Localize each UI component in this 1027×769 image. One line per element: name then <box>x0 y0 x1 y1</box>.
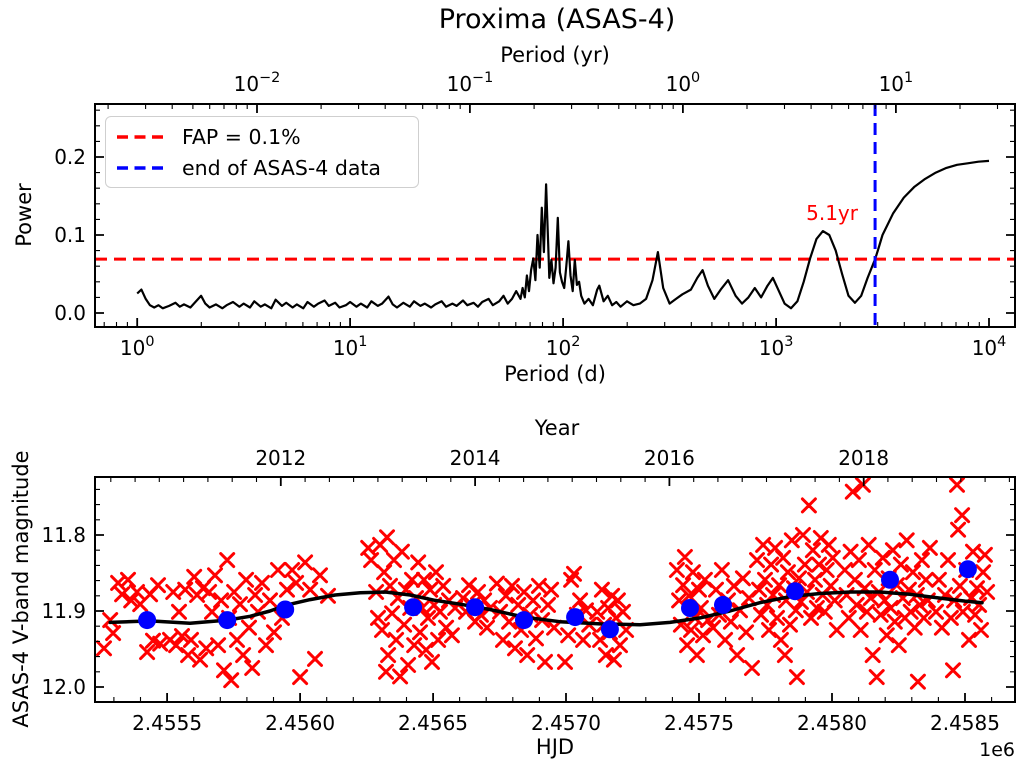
bottom-panel-x-minor-ticks <box>113 697 993 702</box>
binned-mean-point <box>276 600 295 619</box>
top-panel-x-tick-label: 104 <box>972 334 1007 360</box>
lightcurve-frame <box>94 476 1016 703</box>
top-panel-topaxis-tick-label: 100 <box>666 70 701 96</box>
bottom-panel-year-minor-ticks <box>110 477 1010 482</box>
legend-entry-end-of-data: end of ASAS-4 data <box>116 152 408 183</box>
top-panel-x-tick-label-exp: 2 <box>571 334 580 350</box>
bottom-panel-year-tick-label: 2018 <box>838 446 889 470</box>
top-panel-topaxis-tick-label-exp: −2 <box>259 70 280 86</box>
legend-entry-fap: FAP = 0.1% <box>116 121 408 152</box>
legend-dash-sample-red <box>117 134 165 139</box>
bottom-panel-y-minor-ticks-right <box>1010 488 1015 673</box>
binned-mean-point <box>786 582 804 601</box>
periodogram-curve <box>136 159 990 310</box>
top-panel-x-tick-label-exp: 3 <box>784 334 793 350</box>
bottom-panel-x-tick-label: 2.4560 <box>265 711 335 735</box>
y-axis-label-power: Power <box>12 183 36 247</box>
top-panel-x-major-ticks <box>136 318 990 327</box>
bottom-panel-y-tick-label: 11.8 <box>41 523 86 547</box>
periodogram-frame <box>94 103 1016 328</box>
binned-mean-point <box>515 611 533 630</box>
annotation-5.1yr: 5.1yr <box>806 201 858 226</box>
bottom-panel-year-major-ticks <box>279 477 865 486</box>
binned-mean-point <box>714 595 732 614</box>
binned-mean-point <box>404 598 423 617</box>
binned-mean-point <box>958 560 977 579</box>
top-panel-topaxis-major-ticks <box>256 104 897 113</box>
bottom-panel-y-tick-label: 11.9 <box>41 599 86 623</box>
top-panel-y-tick-label: 0.1 <box>54 223 86 247</box>
top-axis-label-period-yr: Period (yr) <box>500 43 610 67</box>
binned-mean-point <box>138 611 157 630</box>
legend: FAP = 0.1% end of ASAS-4 data <box>105 116 419 188</box>
top-panel-topaxis-tick-label: 10−1 <box>447 70 494 96</box>
top-panel-x-tick-label: 103 <box>759 334 794 360</box>
bottom-panel-x-major-ticks <box>166 693 966 702</box>
top-panel-x-minor-ticks <box>103 322 980 327</box>
top-panel-y-major-ticks-right <box>1006 156 1015 314</box>
bottom-panel-year-tick-label: 2012 <box>255 446 306 470</box>
binned-mean-point <box>600 620 619 639</box>
x-axis-label-period-d: Period (d) <box>504 362 606 386</box>
top-panel-x-tick-label: 101 <box>333 334 368 360</box>
top-panel-x-tick-label-exp: 4 <box>997 334 1006 350</box>
top-panel-y-tick-label: 0.2 <box>54 145 86 169</box>
top-panel-topaxis-minor-ticks <box>107 104 999 109</box>
top-panel-y-major-ticks-left <box>95 156 104 314</box>
bottom-panel-y-tick-label: 12.0 <box>41 675 86 699</box>
page-title: Proxima (ASAS-4) <box>438 4 676 35</box>
top-panel-y-minor-ticks-right <box>1010 109 1015 298</box>
y-axis-label-magnitude: ASAS-4 V-band magnitude <box>9 450 33 728</box>
binned-mean-point <box>466 598 485 617</box>
top-panel-topaxis-tick-label: 10−2 <box>234 70 281 96</box>
top-panel-x-tick-label: 102 <box>546 334 581 360</box>
top-panel-y-minor-ticks-left <box>95 109 100 298</box>
top-panel-x-tick-label-exp: 1 <box>358 334 367 350</box>
bottom-panel-x-tick-label: 2.4555 <box>132 711 202 735</box>
top-axis-label-year: Year <box>534 416 580 440</box>
bottom-panel-x-tick-label: 2.4585 <box>930 711 1000 735</box>
bottom-panel-x-tick-label: 2.4575 <box>664 711 734 735</box>
top-panel-topaxis-tick-label: 101 <box>879 70 914 96</box>
bottom-panel-year-tick-label: 2016 <box>644 446 695 470</box>
x-axis-label-hjd: HJD <box>535 735 575 759</box>
top-panel-x-tick-label-exp: 0 <box>145 334 154 350</box>
bottom-panel-y-minor-ticks-left <box>95 488 100 673</box>
x-axis-offset-label: 1e6 <box>979 739 1015 761</box>
bottom-panel-y-major-ticks-left <box>95 534 104 688</box>
bottom-panel-x-tick-label: 2.4565 <box>398 711 468 735</box>
top-panel-topaxis-tick-label-exp: −1 <box>472 70 493 86</box>
top-panel-topaxis-tick-label-exp: 1 <box>904 70 913 86</box>
top-panel-y-tick-label: 0.0 <box>54 301 86 325</box>
binned-mean-point <box>566 608 585 627</box>
legend-label-end-of-data: end of ASAS-4 data <box>182 155 381 180</box>
bottom-panel-x-tick-label: 2.4570 <box>531 711 601 735</box>
lightcurve-panel: 2.4555 2.4560 2.4565 2.4570 2.4575 2.4580 2.45… <box>41 446 1016 735</box>
binned-mean-point <box>681 599 699 617</box>
bottom-panel-year-tick-label: 2014 <box>450 446 501 470</box>
bottom-panel-x-tick-label: 2.4580 <box>797 711 867 735</box>
top-panel-x-tick-label: 100 <box>120 334 155 360</box>
red-x-scatter <box>96 476 996 690</box>
top-panel-topaxis-tick-label-exp: 0 <box>691 70 700 86</box>
binned-mean-point <box>881 570 899 589</box>
bottom-panel-y-major-ticks-right <box>1006 534 1015 688</box>
binned-mean-point <box>218 611 237 630</box>
legend-dash-sample-blue <box>117 165 165 170</box>
legend-label-fap: FAP = 0.1% <box>182 124 301 149</box>
